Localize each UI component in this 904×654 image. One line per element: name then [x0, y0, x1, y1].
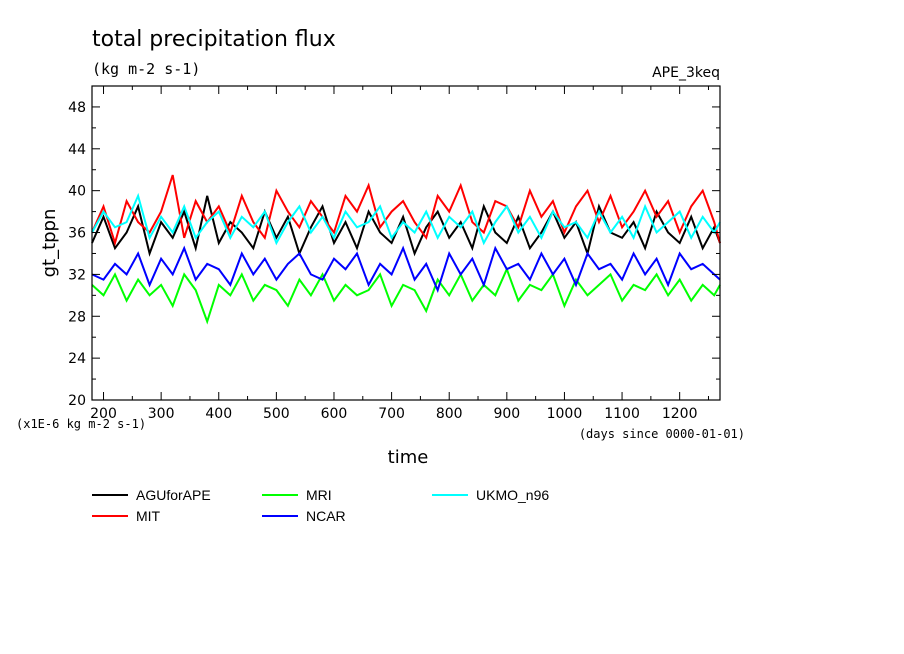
y-scale-note: (x1E-6 kg m-2 s-1) [16, 417, 146, 431]
x-tick-label: 900 [493, 406, 520, 422]
legend-item: MIT [92, 508, 161, 524]
x-axis-label: time [388, 447, 429, 468]
y-tick-label: 36 [68, 226, 86, 242]
legend-item: NCAR [262, 508, 346, 524]
series-layer [91, 174, 721, 325]
series-line-mit [91, 174, 721, 247]
x-tick-label: 600 [321, 406, 348, 422]
x-tick-label: 300 [148, 406, 175, 422]
x-tick-label: 1200 [662, 406, 698, 422]
series-line-ncar [91, 245, 721, 293]
legend-label: MRI [306, 487, 332, 503]
ticks-layer: 20 24 28 32 36 40 44 48 200 300 400 500 600 700 800 900… [68, 86, 720, 422]
y-tick-label: 28 [68, 309, 86, 325]
legend-label: AGUforAPE [136, 487, 211, 503]
chart-title: total precipitation flux [92, 27, 336, 52]
series-line-aguforape [91, 195, 721, 257]
x-unit-note: (days since 0000-01-01) [579, 427, 745, 441]
x-tick-label: 500 [263, 406, 290, 422]
x-tick-label: 200 [90, 406, 117, 422]
y-tick-label: 20 [68, 393, 86, 409]
y-axis-label: gt_tppn [39, 209, 60, 278]
chart-subtitle: (kg m-2 s-1) [92, 60, 200, 78]
series-line-mri [91, 266, 721, 325]
legend-label: UKMO_n96 [476, 487, 549, 503]
y-tick-label: 40 [68, 184, 86, 200]
experiment-tag: APE_3keq [652, 65, 720, 81]
legend-item: UKMO_n96 [432, 487, 549, 503]
x-tick-label: 1100 [604, 406, 640, 422]
legend-label: NCAR [306, 508, 346, 524]
legend-item: AGUforAPE [92, 487, 211, 503]
y-tick-label: 44 [68, 142, 86, 158]
x-tick-label: 400 [205, 406, 232, 422]
x-tick-label: 700 [378, 406, 405, 422]
legend: AGUforAPE MIT MRI NCAR UKMO_n96 [92, 487, 549, 524]
legend-item: MRI [262, 487, 332, 503]
y-tick-label: 48 [68, 100, 86, 116]
series-line-ukmo-n96 [91, 192, 721, 246]
x-tick-label: 800 [436, 406, 463, 422]
x-tick-label: 1000 [547, 406, 583, 422]
y-tick-label: 32 [68, 267, 86, 283]
plot-frame [91, 85, 721, 401]
y-tick-label: 24 [68, 351, 86, 367]
legend-label: MIT [136, 508, 161, 524]
